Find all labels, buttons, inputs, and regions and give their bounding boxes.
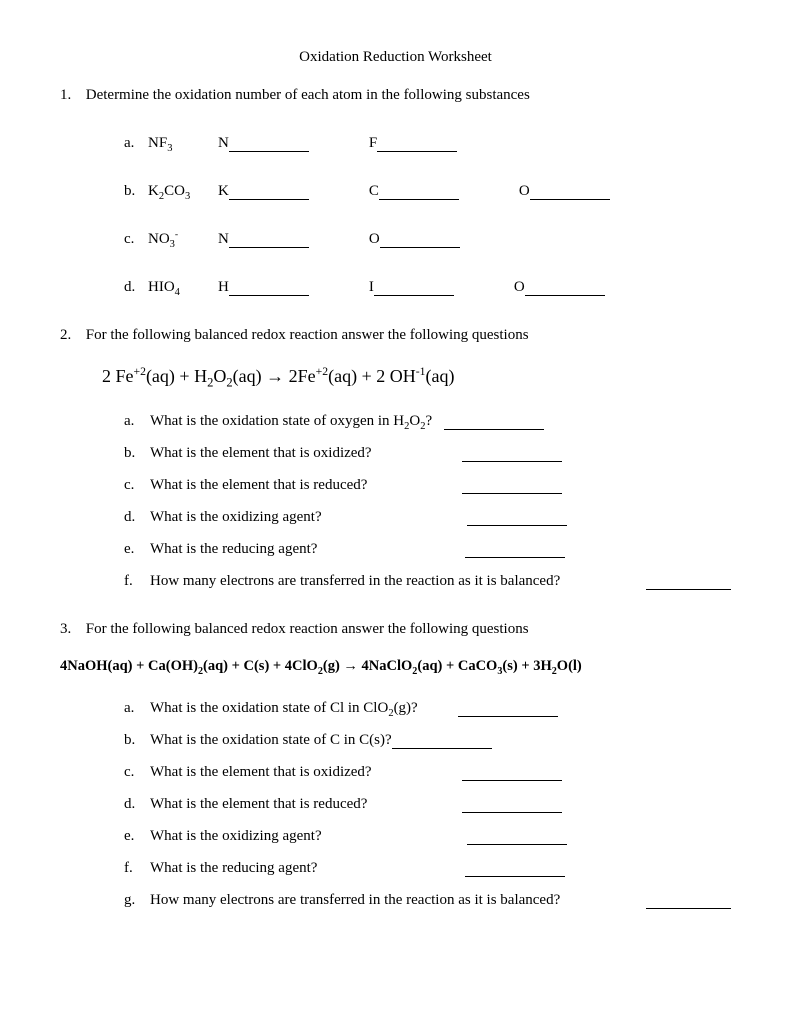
element-label: I	[369, 278, 374, 296]
answer-blank[interactable]	[229, 199, 309, 200]
question-3: 3. For the following balanced redox reac…	[60, 620, 731, 638]
q2-equation: 2 Fe+2(aq) + H2O2(aq) → 2Fe+2(aq) + 2 OH…	[102, 366, 731, 388]
answer-blank[interactable]	[374, 295, 454, 296]
sub-text: What is the element that is reduced?	[150, 476, 367, 494]
answer-blank[interactable]	[229, 295, 309, 296]
q1-row-letter: d.	[124, 278, 148, 296]
q1-formula: HIO4	[148, 278, 218, 296]
answer-blank[interactable]	[229, 247, 309, 248]
sub-text: What is the oxidation state of Cl in ClO…	[150, 699, 418, 717]
sub-question: a.What is the oxidation state of oxygen …	[124, 412, 731, 430]
sub-letter: f.	[124, 572, 150, 590]
sub-question: c.What is the element that is reduced?	[124, 476, 731, 494]
answer-blank[interactable]	[392, 748, 492, 749]
sub-text: What is the oxidation state of C in C(s)…	[150, 731, 392, 749]
q1-formula: NO3-	[148, 230, 218, 248]
sub-text: What is the oxidation state of oxygen in…	[150, 412, 432, 430]
answer-blank[interactable]	[458, 716, 558, 717]
answer-blank[interactable]	[380, 247, 460, 248]
sub-letter: c.	[124, 763, 150, 781]
answer-blank[interactable]	[530, 199, 610, 200]
sub-text: What is the element that is oxidized?	[150, 763, 372, 781]
q1-formula: K2CO3	[148, 182, 218, 200]
sub-letter: b.	[124, 444, 150, 462]
sub-letter: e.	[124, 827, 150, 845]
sub-question: f.What is the reducing agent?	[124, 859, 731, 877]
q1-row: a.NF3N F	[124, 134, 731, 152]
sub-letter: a.	[124, 412, 150, 430]
answer-blank[interactable]	[467, 844, 567, 845]
sub-question: a.What is the oxidation state of Cl in C…	[124, 699, 731, 717]
answer-blank[interactable]	[379, 199, 459, 200]
answer-blank[interactable]	[462, 780, 562, 781]
sub-text: What is the reducing agent?	[150, 859, 317, 877]
q3-prompt: For the following balanced redox reactio…	[86, 621, 529, 637]
sub-question: e.What is the reducing agent?	[124, 540, 731, 558]
sub-text: How many electrons are transferred in th…	[150, 891, 560, 909]
element-label: C	[369, 182, 379, 200]
answer-blank[interactable]	[462, 461, 562, 462]
q1-number: 1.	[60, 86, 82, 104]
sub-letter: b.	[124, 731, 150, 749]
worksheet-title: Oxidation Reduction Worksheet	[60, 48, 731, 66]
sub-letter: g.	[124, 891, 150, 909]
sub-question: e.What is the oxidizing agent?	[124, 827, 731, 845]
element-label: K	[218, 182, 229, 200]
sub-text: What is the oxidizing agent?	[150, 827, 322, 845]
element-label: N	[218, 134, 229, 152]
answer-blank[interactable]	[229, 151, 309, 152]
answer-blank[interactable]	[525, 295, 605, 296]
sub-question: b.What is the oxidation state of C in C(…	[124, 731, 731, 749]
q1-row-letter: a.	[124, 134, 148, 152]
sub-text: How many electrons are transferred in th…	[150, 572, 560, 590]
sub-letter: d.	[124, 508, 150, 526]
sub-letter: f.	[124, 859, 150, 877]
sub-letter: a.	[124, 699, 150, 717]
sub-question: b.What is the element that is oxidized?	[124, 444, 731, 462]
element-label: O	[514, 278, 525, 296]
q1-row-letter: b.	[124, 182, 148, 200]
element-label: N	[218, 230, 229, 248]
sub-question: c.What is the element that is oxidized?	[124, 763, 731, 781]
sub-letter: d.	[124, 795, 150, 813]
answer-blank[interactable]	[646, 589, 731, 590]
sub-text: What is the oxidizing agent?	[150, 508, 322, 526]
q1-formula: NF3	[148, 134, 218, 152]
element-label: F	[369, 134, 377, 152]
sub-text: What is the element that is reduced?	[150, 795, 367, 813]
element-label: O	[519, 182, 530, 200]
answer-blank[interactable]	[646, 908, 731, 909]
sub-text: What is the element that is oxidized?	[150, 444, 372, 462]
sub-letter: c.	[124, 476, 150, 494]
sub-question: f.How many electrons are transferred in …	[124, 572, 731, 590]
q2-number: 2.	[60, 326, 82, 344]
answer-blank[interactable]	[462, 493, 562, 494]
q1-row-letter: c.	[124, 230, 148, 248]
q1-prompt: Determine the oxidation number of each a…	[86, 87, 530, 103]
question-1: 1. Determine the oxidation number of eac…	[60, 86, 731, 104]
answer-blank[interactable]	[462, 812, 562, 813]
sub-question: d.What is the oxidizing agent?	[124, 508, 731, 526]
sub-text: What is the reducing agent?	[150, 540, 317, 558]
q3-equation: 4NaOH(aq) + Ca(OH)2(aq) + C(s) + 4ClO2(g…	[60, 658, 731, 675]
element-label: O	[369, 230, 380, 248]
q3-number: 3.	[60, 620, 82, 638]
q1-row: b.K2CO3K C O	[124, 182, 731, 200]
answer-blank[interactable]	[444, 429, 544, 430]
q1-row: d.HIO4H I O	[124, 278, 731, 296]
sub-question: d.What is the element that is reduced?	[124, 795, 731, 813]
answer-blank[interactable]	[465, 557, 565, 558]
element-label: H	[218, 278, 229, 296]
question-2: 2. For the following balanced redox reac…	[60, 326, 731, 344]
answer-blank[interactable]	[377, 151, 457, 152]
q2-prompt: For the following balanced redox reactio…	[86, 327, 529, 343]
answer-blank[interactable]	[467, 525, 567, 526]
sub-question: g.How many electrons are transferred in …	[124, 891, 731, 909]
sub-letter: e.	[124, 540, 150, 558]
q1-row: c.NO3-N O	[124, 230, 731, 248]
answer-blank[interactable]	[465, 876, 565, 877]
